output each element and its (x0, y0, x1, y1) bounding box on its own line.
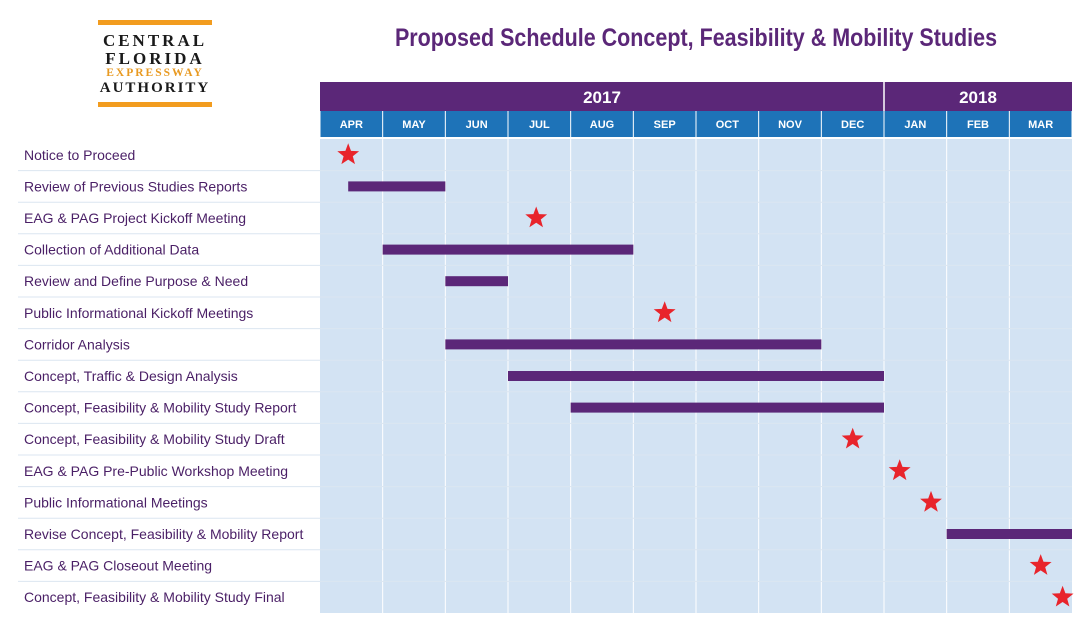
month-header-jun (445, 111, 508, 137)
month-label-oct: OCT (716, 119, 740, 131)
logo-line-central: CENTRAL (102, 31, 208, 50)
year-label-2017: 2017 (583, 88, 621, 107)
month-header-oct (696, 111, 759, 137)
task-label: Notice to Proceed (24, 147, 135, 163)
task-bar (445, 276, 508, 287)
task-label: Concept, Feasibility & Mobility Study Dr… (24, 431, 285, 447)
milestone-star-icon (920, 490, 942, 512)
month-label-apr: APR (340, 119, 363, 131)
month-label-may: MAY (402, 119, 426, 131)
logo-line-expressway: EXPRESSWAY (106, 67, 204, 79)
month-header-apr (320, 111, 383, 137)
month-header-dec (821, 111, 884, 137)
milestone-star-icon (1051, 585, 1074, 607)
task-label: Revise Concept, Feasibility & Mobility R… (24, 526, 303, 542)
task-label: Review and Define Purpose & Need (24, 273, 248, 289)
milestone-star-icon (525, 206, 548, 228)
month-label-mar: MAR (1028, 119, 1053, 131)
month-header-nov (759, 111, 821, 137)
month-label-jan: JAN (904, 119, 926, 131)
task-bar (445, 339, 822, 350)
task-label: Concept, Traffic & Design Analysis (24, 368, 238, 384)
chart-title: Proposed Schedule Concept, Feasibility &… (394, 24, 998, 52)
month-header-sep (633, 111, 696, 137)
task-label: Review of Previous Studies Reports (24, 178, 247, 194)
task-bar (508, 371, 884, 381)
year-header-2017 (320, 82, 884, 111)
month-label-aug: AUG (590, 119, 614, 131)
month-header-jul (508, 111, 571, 137)
month-label-sep: SEP (654, 119, 676, 131)
month-label-jun: JUN (466, 119, 488, 131)
year-header-2018 (884, 82, 1072, 111)
month-header-mar (1009, 111, 1072, 137)
month-label-dec: DEC (841, 119, 864, 131)
task-bar (348, 181, 446, 192)
month-header-may (383, 111, 445, 137)
task-bar (570, 402, 884, 413)
task-label: Corridor Analysis (24, 336, 130, 352)
month-label-nov: NOV (778, 119, 803, 131)
milestone-star-icon (653, 301, 676, 323)
task-label: EAG & PAG Pre-Public Workshop Meeting (24, 463, 288, 479)
month-header-aug (571, 111, 633, 137)
task-label: Public Informational Meetings (24, 494, 208, 510)
task-label: Concept, Feasibility & Mobility Study Fi… (24, 589, 285, 605)
milestone-star-icon (337, 143, 360, 165)
task-label: EAG & PAG Closeout Meeting (24, 558, 212, 574)
milestone-star-icon (888, 459, 911, 481)
task-bar (946, 529, 1072, 539)
logo-line-florida: FLORIDA (105, 49, 205, 68)
task-label: Public Informational Kickoff Meetings (24, 305, 253, 321)
task-bar (382, 244, 634, 255)
month-header-feb (947, 111, 1009, 137)
task-label: EAG & PAG Project Kickoff Meeting (24, 210, 246, 226)
month-label-jul: JUL (529, 119, 550, 131)
year-label-2018: 2018 (959, 88, 997, 107)
logo-top-bar (98, 20, 212, 25)
month-header-jan (884, 111, 947, 137)
task-label: Concept, Feasibility & Mobility Study Re… (24, 400, 296, 416)
milestone-star-icon (841, 427, 864, 449)
logo-bottom-bar (98, 102, 212, 107)
logo-line-authority: AUTHORITY (99, 80, 211, 96)
cfx-logo: CENTRAL FLORIDA EXPRESSWAY AUTHORITY (98, 20, 212, 108)
task-label: Collection of Additional Data (24, 242, 199, 258)
milestone-star-icon (1029, 554, 1052, 575)
month-label-feb: FEB (967, 119, 989, 131)
